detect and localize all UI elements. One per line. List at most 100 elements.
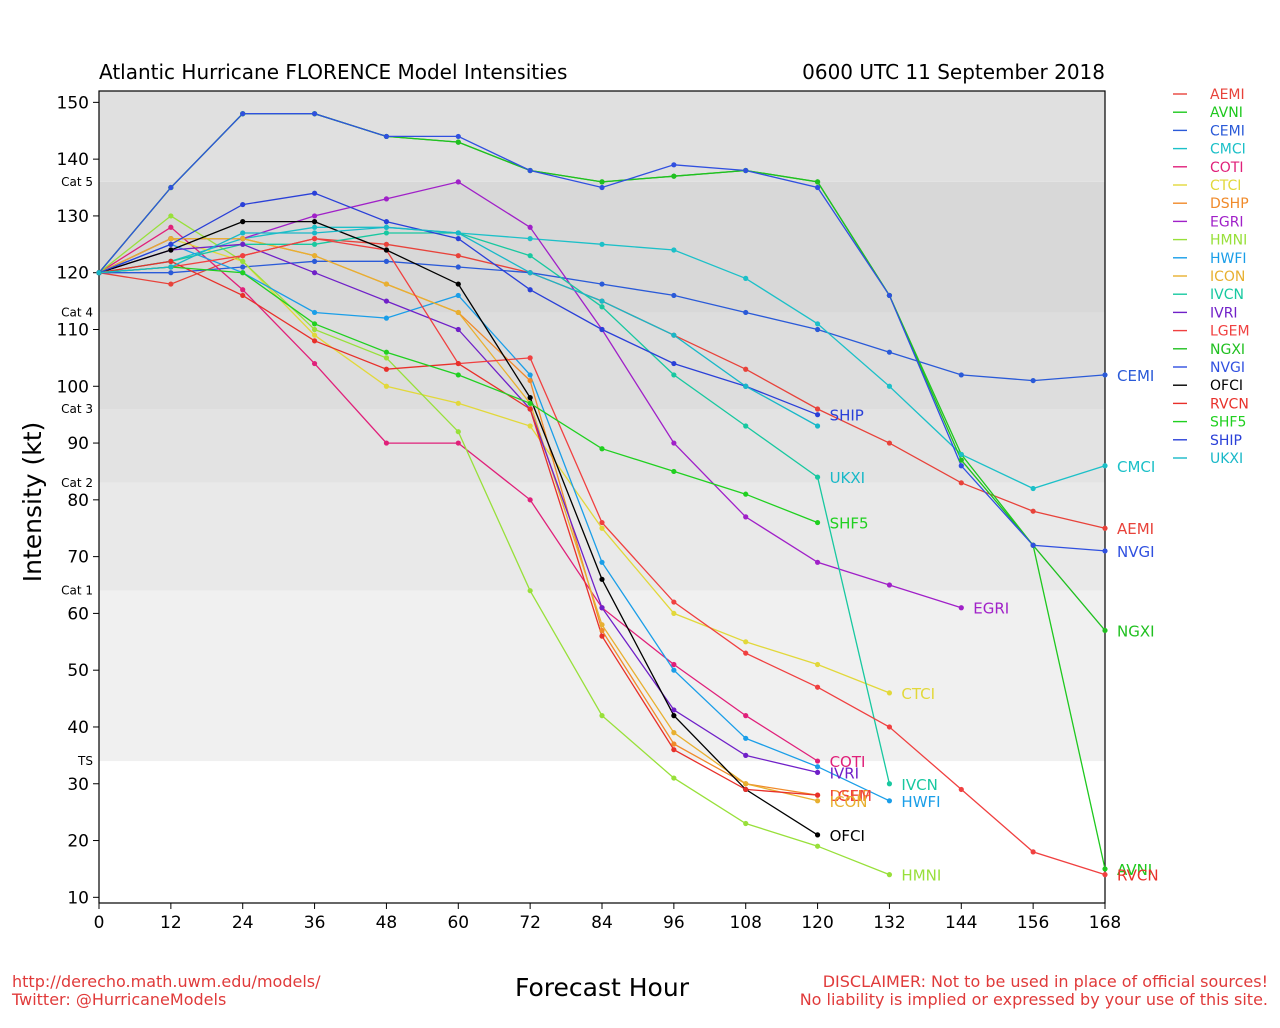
point-hwfi [814,764,821,770]
band-label: Cat 5 [61,175,93,189]
point-nvgi [886,292,893,299]
legend-entry-nvgi: NVGI [1210,360,1245,376]
point-lgem [1030,849,1036,855]
legend-entry-ship: SHIP [1210,433,1242,449]
x-tick-label: 168 [1089,913,1121,933]
point-cemi [240,264,246,270]
point-hmni [168,213,174,219]
series-line-ivcn [98,232,891,784]
point-shf5 [455,372,461,378]
point-egri [527,224,533,230]
end-label-egri: EGRI [973,600,1009,618]
legend-entry-dshp: DSHP [1210,196,1249,212]
footer-credits: http://derecho.math.uwm.edu/models/ Twit… [12,973,320,1009]
point-ukxi [743,383,749,389]
point-hwfi [743,735,749,741]
point-ctci [886,690,893,696]
point-hmni [455,429,461,435]
point-rvcn [455,360,461,367]
end-label-hwfi: HWFI [901,793,940,811]
point-coti [383,440,390,446]
point-icon [311,253,318,259]
y-axis: 10 20 30 40 50 60 70 80 90 100 110 120 130 140 150 [57,93,99,908]
point-coti [743,713,749,719]
point-hmni [743,820,749,827]
point-nvgi [1030,542,1036,548]
x-tick-label: 36 [304,913,326,933]
point-cemi [814,326,821,333]
point-aemi [383,241,390,247]
point-ivcn [814,474,821,480]
x-tick-label: 12 [160,913,182,933]
end-label-coti: COTI [830,753,866,771]
footer-url-link[interactable]: http://derecho.math.uwm.edu/models/ [12,972,321,991]
category-band-labels: TS Cat 1 Cat 2 Cat 3 Cat 4 Cat 5 [61,175,93,768]
point-ivcn [671,372,677,378]
legend-entry-lgem: LGEM [1210,324,1250,340]
legend-entry-ngxi: NGXI [1210,342,1245,358]
point-lgem [527,355,533,361]
x-tick-label: 60 [447,913,469,933]
band-ts [99,590,1105,762]
point-coti [311,360,318,367]
point-aemi [1030,508,1036,514]
point-ofci [814,832,821,838]
point-hwfi [886,798,893,804]
point-cmci [671,247,677,253]
point-cemi [168,270,174,276]
point-ivri [599,605,605,611]
point-ivcn [383,230,390,236]
point-egri [671,440,677,446]
band-cat-1 [99,482,1105,591]
legend-entry-hwfi: HWFI [1210,251,1247,267]
y-tick-label: 50 [67,661,89,681]
point-ngxi [599,179,605,185]
legend-entry-shf5: SHF5 [1210,415,1246,431]
point-hmni [814,843,821,849]
point-ofci [455,281,461,287]
point-aemi [743,366,749,372]
point-rvcn [383,366,390,372]
legend-entry-ofci: OFCI [1210,378,1243,394]
series-line-hwfi [98,243,890,802]
point-cemi [455,264,461,270]
point-cemi [1102,372,1108,378]
point-icon [743,781,749,787]
point-cemi [311,258,318,264]
point-nvgi [1102,548,1108,554]
series-points [96,111,1108,878]
point-coti [168,224,174,230]
point-lgem [743,650,749,656]
point-nvgi [383,133,390,140]
point-egri [455,179,461,185]
chart-date: 0600 UTC 11 September 2018 [802,60,1105,84]
legend-entry-coti: COTI [1210,160,1243,176]
point-ofci [671,713,677,719]
legend-entry-aemi: AEMI [1210,87,1245,103]
point-ctci [527,423,533,429]
point-cmci [814,321,821,327]
point-ctci [743,639,749,645]
point-ivcn [311,241,318,247]
end-label-ukxi: UKXI [830,469,866,487]
end-label-avni: AVNI [1117,861,1152,879]
point-rvcn [240,292,246,299]
point-hmni [886,872,893,878]
point-ivri [814,769,821,775]
x-tick-label: 108 [729,913,761,933]
legend-entry-cmci: CMCI [1210,142,1246,158]
point-coti [527,497,533,503]
point-lgem [311,236,318,242]
end-label-ship: SHIP [830,407,864,425]
point-cemi [599,281,605,287]
point-ctci [383,383,390,389]
y-tick-label: 150 [57,93,89,113]
point-aemi [455,253,461,259]
point-lgem [886,724,893,730]
y-tick-label: 70 [67,548,89,568]
point-hwfi [527,372,533,378]
point-nvgi [743,167,749,174]
point-shf5 [311,321,318,327]
point-ivcn [599,304,605,310]
